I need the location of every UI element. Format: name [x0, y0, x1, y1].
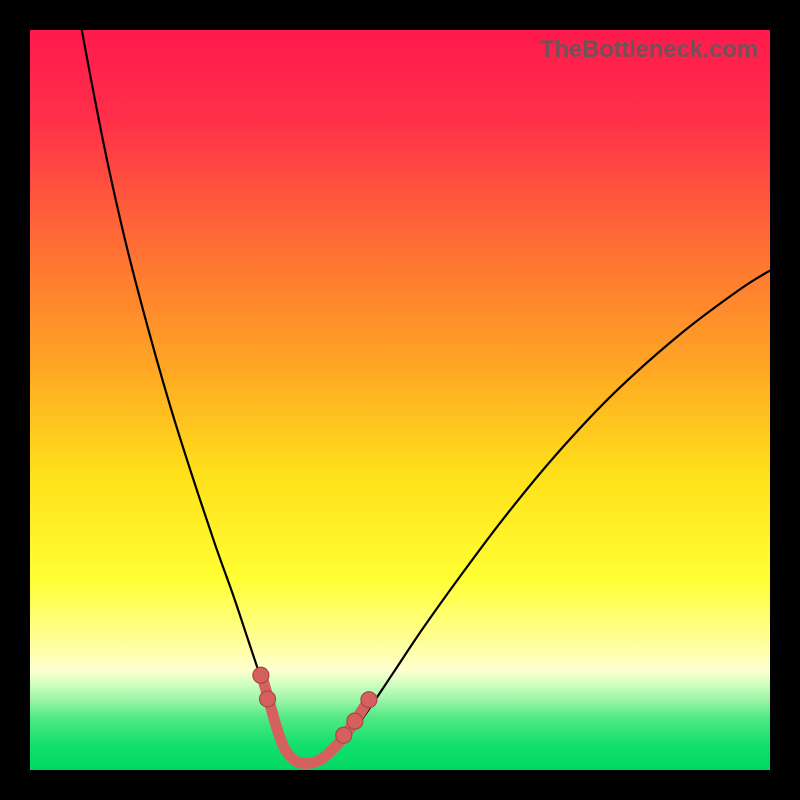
chart-frame: TheBottleneck.com [0, 0, 800, 800]
lollipop-marker [347, 713, 363, 729]
chart-overlay [30, 30, 770, 770]
lollipop-marker [361, 692, 377, 708]
watermark-text: TheBottleneck.com [540, 36, 758, 64]
plot-area: TheBottleneck.com [30, 30, 770, 770]
lollipop-marker [260, 691, 276, 707]
curve-right-branch [306, 271, 770, 765]
lollipop-marker [336, 727, 352, 743]
lollipop-markers [253, 667, 377, 743]
lollipop-marker [253, 667, 269, 683]
curve-left-branch [82, 30, 306, 765]
